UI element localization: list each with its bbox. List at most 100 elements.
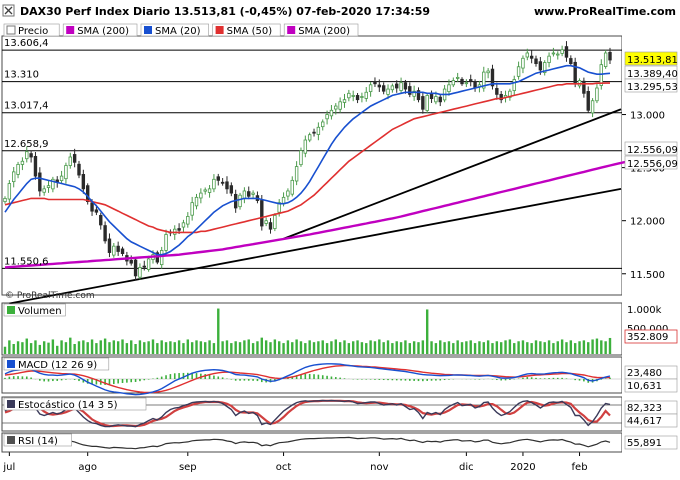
candle-body <box>212 178 216 190</box>
volume-bar <box>373 341 377 354</box>
candle-body <box>521 57 525 69</box>
candle-body <box>138 267 142 278</box>
legend-price[interactable]: Precio <box>3 23 60 37</box>
candle-body <box>242 190 247 199</box>
candle-body <box>277 202 281 213</box>
volume-bar <box>286 340 290 354</box>
volume-bar <box>177 340 181 354</box>
trendline <box>9 187 622 305</box>
volume-bar <box>299 341 303 354</box>
candle-body <box>68 156 72 166</box>
value-box-label: 23,480 <box>627 368 662 379</box>
candle-body <box>490 68 495 87</box>
candle-body <box>460 78 464 85</box>
candle-body <box>408 86 412 95</box>
volume-bar <box>386 340 390 354</box>
volume-bar <box>552 343 555 354</box>
volume-bar <box>29 343 33 354</box>
candle-body <box>399 82 403 91</box>
close-icon[interactable] <box>2 4 15 17</box>
candle-body <box>216 176 220 181</box>
legend-item[interactable]: SMA (20) <box>140 23 209 37</box>
x-tick-label: ago <box>78 462 97 473</box>
value-box-label: 13.295,53 <box>627 82 678 93</box>
legend-item[interactable]: Estocástico (14 3 5) <box>3 397 147 411</box>
candle-body <box>142 265 146 268</box>
x-tick-label: oct <box>276 462 292 473</box>
value-box <box>624 51 678 66</box>
candle-body <box>429 93 434 100</box>
candle-body <box>20 160 25 165</box>
volume-bar <box>338 342 342 354</box>
legend-box <box>212 23 281 37</box>
volume-bar <box>208 340 211 354</box>
volume-bar <box>504 340 507 354</box>
price-panel <box>1 35 623 296</box>
legend-label: MACD (12 26 9) <box>18 360 97 371</box>
volume-bar <box>125 343 129 354</box>
candle-body <box>51 178 55 190</box>
candle-body <box>425 95 429 111</box>
volume-bar <box>112 340 116 354</box>
volume-bar <box>513 343 516 354</box>
volume-bar <box>417 342 420 354</box>
swatch-icon <box>6 25 16 35</box>
candle-body <box>312 131 316 134</box>
candle-body <box>286 190 290 197</box>
volume-bar <box>430 341 433 354</box>
volume-bar <box>77 341 81 354</box>
candle-body <box>207 188 212 193</box>
legend-item[interactable]: SMA (200) <box>62 23 138 37</box>
volume-bar <box>147 341 150 354</box>
volume-bar <box>412 341 416 354</box>
candle-body <box>569 58 573 64</box>
volume-bar <box>404 340 407 354</box>
value-box-label: 44,617 <box>627 416 662 427</box>
candle-body <box>260 200 264 227</box>
candle-body <box>547 55 551 63</box>
volume-bar <box>121 339 124 354</box>
legend-item[interactable]: SMA (200) <box>283 23 359 37</box>
candle-body <box>329 109 334 117</box>
volume-bar <box>421 340 425 354</box>
candle-body <box>251 192 255 195</box>
close-icon-stroke <box>4 6 13 15</box>
horizontal-level-label: 12.658,9 <box>4 139 49 150</box>
legend-item[interactable]: MACD (12 26 9) <box>3 357 110 371</box>
volume-bar <box>469 340 472 354</box>
candle-body <box>273 214 277 229</box>
sma-50-line <box>4 82 610 234</box>
candle-body <box>360 96 364 98</box>
legend-item[interactable]: RSI (14) <box>3 433 72 447</box>
volume-bar <box>465 341 468 354</box>
volume-bar <box>73 344 76 354</box>
candle-body <box>94 209 99 213</box>
volume-bar <box>330 341 333 354</box>
volume-bar <box>234 341 237 354</box>
volume-bar <box>195 340 198 354</box>
volume-bar <box>587 342 590 354</box>
volume-bar <box>304 343 307 354</box>
volume-bar <box>321 340 324 354</box>
candle-body <box>403 82 408 90</box>
volume-bar <box>99 340 102 354</box>
candle-body <box>303 139 308 154</box>
legend-item[interactable]: Volumen <box>3 303 66 317</box>
volume-bar <box>86 342 89 354</box>
legend-box <box>3 433 72 447</box>
candle-body <box>38 172 42 192</box>
candle-body <box>608 51 612 61</box>
volume-bar <box>143 342 146 354</box>
swatch-icon <box>287 26 296 34</box>
horizontal-level-label: 13.606,4 <box>4 38 49 49</box>
legend-item[interactable]: SMA (50) <box>212 23 281 37</box>
swatch-icon <box>7 306 15 314</box>
volume-bar <box>312 342 316 354</box>
volume-bar <box>539 341 542 354</box>
legend-label: SMA (20) <box>155 26 201 37</box>
candle-body <box>3 198 7 202</box>
volume-bar <box>447 341 451 354</box>
volume-bar <box>547 340 551 354</box>
volume-bar <box>217 308 220 354</box>
volume-bar <box>473 343 477 354</box>
